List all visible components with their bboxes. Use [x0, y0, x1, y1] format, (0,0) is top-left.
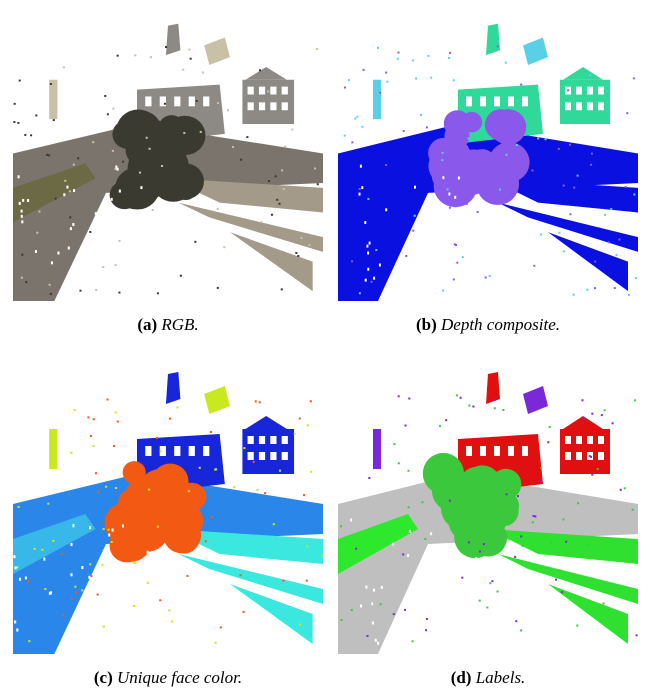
caption-a-tag: (a) [137, 315, 158, 334]
scene-drawing [13, 23, 323, 301]
caption-b-tag: (b) [415, 315, 437, 334]
caption-c-tag: (c) [93, 668, 113, 687]
caption-c-text: Unique face color. [117, 668, 243, 687]
caption-d: (d) Labels. [328, 668, 648, 688]
caption-a: (a) RGB. [8, 315, 328, 335]
caption-c: (c) Unique face color. [8, 668, 328, 688]
caption-d-text: Labels. [475, 668, 526, 687]
scene-drawing [13, 372, 323, 654]
caption-d-tag: (d) [450, 668, 472, 687]
panel-d-labels-image [338, 354, 638, 654]
caption-b: (b) Depth composite. [328, 315, 648, 335]
caption-a-text: RGB. [161, 315, 199, 334]
panel-a-rgb-image [13, 6, 323, 301]
panel-c-face-color-image [13, 354, 323, 654]
panel-b-depth-image [338, 6, 638, 301]
caption-b-text: Depth composite. [441, 315, 560, 334]
scene-drawing [338, 372, 638, 654]
scene-drawing [338, 23, 638, 301]
